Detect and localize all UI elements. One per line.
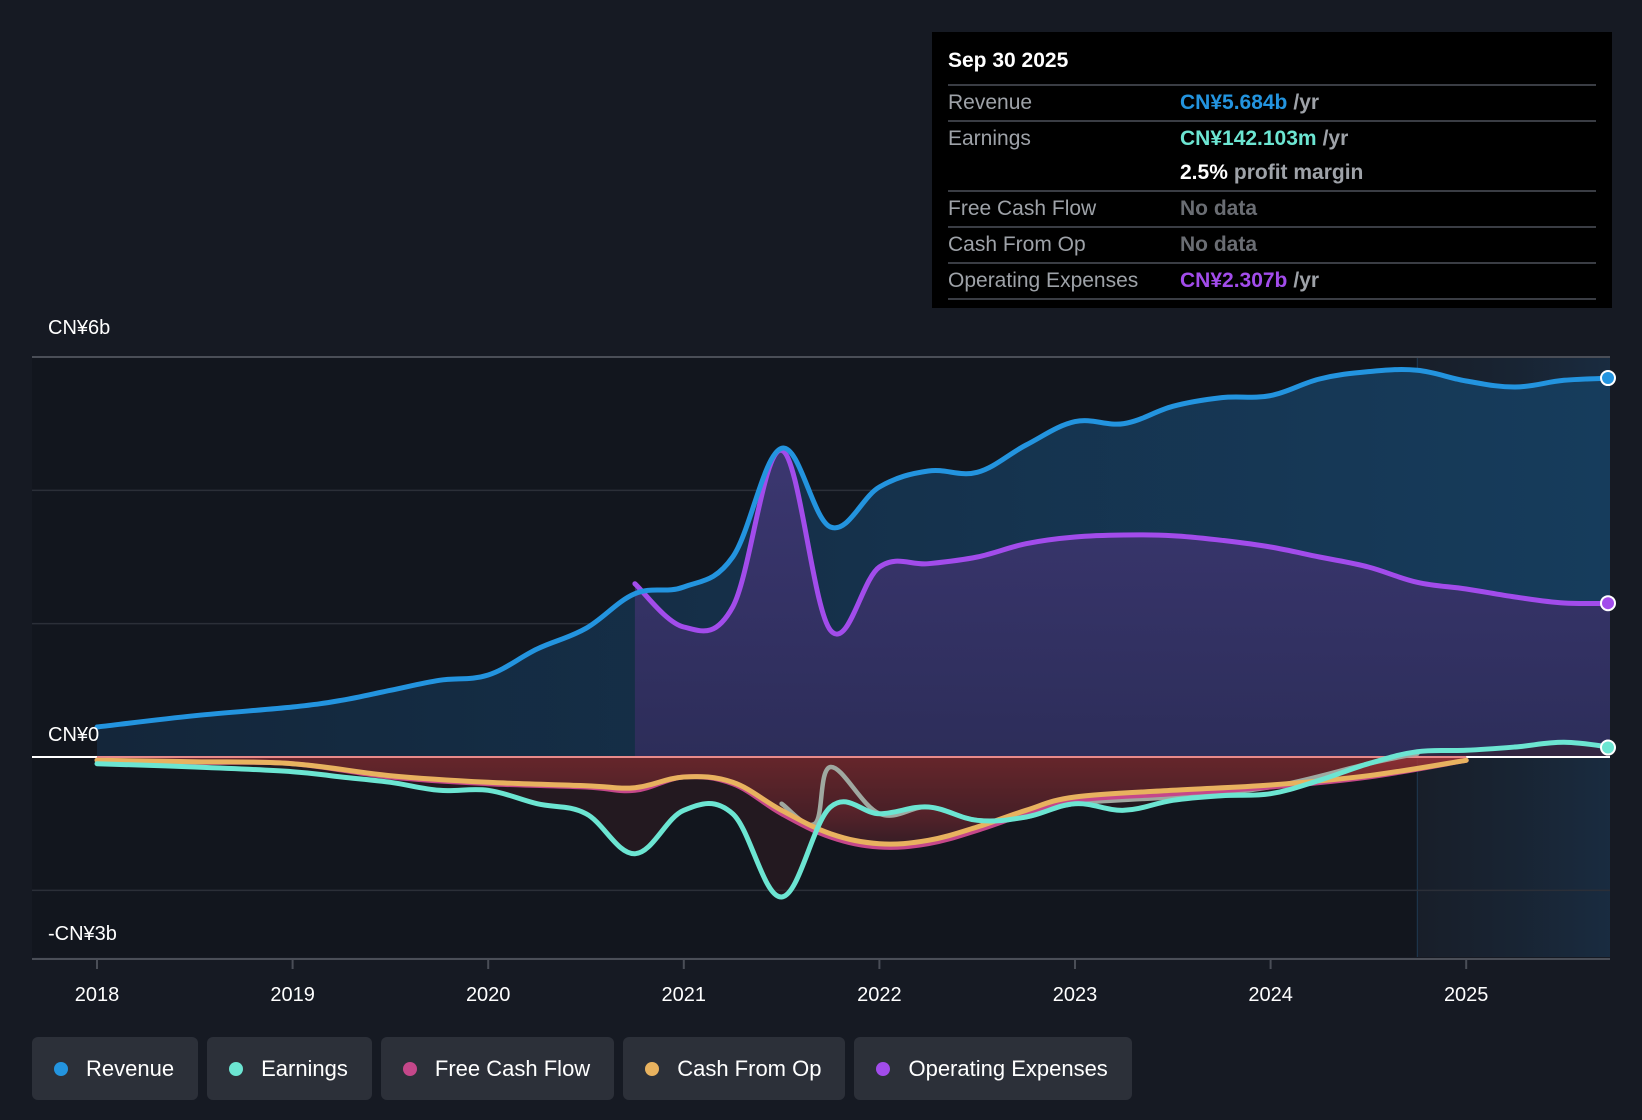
tooltip-row-label: Operating Expenses [948, 269, 1139, 292]
tooltip-row-label: Cash From Op [948, 233, 1086, 256]
tooltip-row-unit: /yr [1293, 91, 1320, 114]
tooltip-row-label: Free Cash Flow [948, 197, 1097, 220]
tooltip-row-value: CN¥142.103m [1180, 127, 1317, 150]
legend-item-free-cash-flow[interactable]: Free Cash Flow [380, 1037, 615, 1100]
y-axis-label: -CN¥3b [48, 923, 117, 945]
tooltip-row: 2.5% profit margin [948, 156, 1596, 192]
y-axis-label: CN¥0 [48, 724, 99, 746]
financials-chart: CN¥6b CN¥0 -CN¥3b 2018 2019 2020 2021 2022 2023… [32, 317, 1616, 1006]
legend-label: Earnings [261, 1055, 348, 1081]
tooltip-row: Cash From Op No data [948, 228, 1596, 264]
operating-expenses-endpoint-marker [1600, 595, 1616, 612]
earnings-endpoint-marker [1600, 739, 1616, 756]
x-tick-label: 2022 [857, 984, 902, 1006]
legend-item-operating-expenses[interactable]: Operating Expenses [854, 1037, 1132, 1100]
tooltip-row: Free Cash Flow No data [948, 192, 1596, 228]
tooltip-row: Earnings CN¥142.103m/yr [948, 122, 1596, 156]
tooltip-row-label [948, 157, 1180, 189]
y-axis-label: CN¥6b [48, 317, 110, 339]
tooltip-row-unit: /yr [1322, 127, 1349, 150]
legend-item-earnings[interactable]: Earnings [207, 1037, 372, 1100]
tooltip-row-label: Revenue [948, 91, 1033, 114]
tooltip-date: Sep 30 2025 [948, 46, 1596, 86]
legend-dot-icon [876, 1061, 891, 1076]
x-tick-label: 2018 [75, 984, 120, 1006]
tooltip-row-value: No data [1180, 233, 1258, 256]
legend-label: Revenue [86, 1055, 175, 1081]
series-endpoint-markers [1600, 370, 1616, 756]
x-tick-label: 2021 [662, 984, 707, 1006]
tooltip-row-label: Earnings [948, 127, 1031, 150]
legend-dot-icon [54, 1061, 68, 1076]
operating-expenses-area [634, 450, 1610, 757]
x-axis: 2018 2019 2020 2021 2022 2023 2024 2025 [32, 958, 1610, 1006]
x-tick-label: 2023 [1053, 984, 1098, 1006]
legend-dot-icon [645, 1061, 660, 1076]
legend-item-revenue[interactable]: Revenue [32, 1037, 199, 1100]
x-tick-label: 2025 [1444, 984, 1489, 1006]
cash-from-op-line [94, 757, 1469, 847]
legend-dot-icon [402, 1061, 417, 1076]
legend-label: Free Cash Flow [434, 1055, 591, 1081]
x-tick-label: 2020 [466, 984, 511, 1006]
tooltip-row-value: No data [1180, 197, 1258, 220]
legend-item-cash-from-op[interactable]: Cash From Op [623, 1037, 846, 1100]
y-axis: CN¥6b CN¥0 -CN¥3b [48, 317, 117, 945]
tooltip-row-unit: profit margin [1233, 161, 1364, 184]
legend-label: Cash From Op [677, 1055, 822, 1081]
x-tick-label: 2019 [270, 984, 315, 1006]
tooltip-panel: Sep 30 2025 Revenue CN¥5.684b/yr Earnings C… [932, 32, 1612, 308]
series-lines [32, 367, 1610, 900]
tooltip-row-value: 2.5% [1180, 161, 1228, 184]
x-tick-label: 2024 [1248, 984, 1293, 1006]
revenue-line [94, 367, 1610, 730]
tooltip-row-value: CN¥5.684b [1180, 91, 1288, 114]
tooltip-row-unit: /yr [1293, 269, 1320, 292]
legend-dot-icon [229, 1061, 244, 1076]
tooltip-row: Operating Expenses CN¥2.307b/yr [948, 264, 1596, 300]
tooltip-row-value: CN¥2.307b [1180, 269, 1288, 292]
legend-label: Operating Expenses [908, 1055, 1108, 1081]
earnings-line [94, 739, 1610, 900]
revenue-endpoint-marker [1600, 370, 1616, 387]
tooltip-row: Revenue CN¥5.684b/yr [948, 86, 1596, 122]
legend: Revenue Earnings Free Cash Flow Cash From O… [32, 1037, 1132, 1100]
